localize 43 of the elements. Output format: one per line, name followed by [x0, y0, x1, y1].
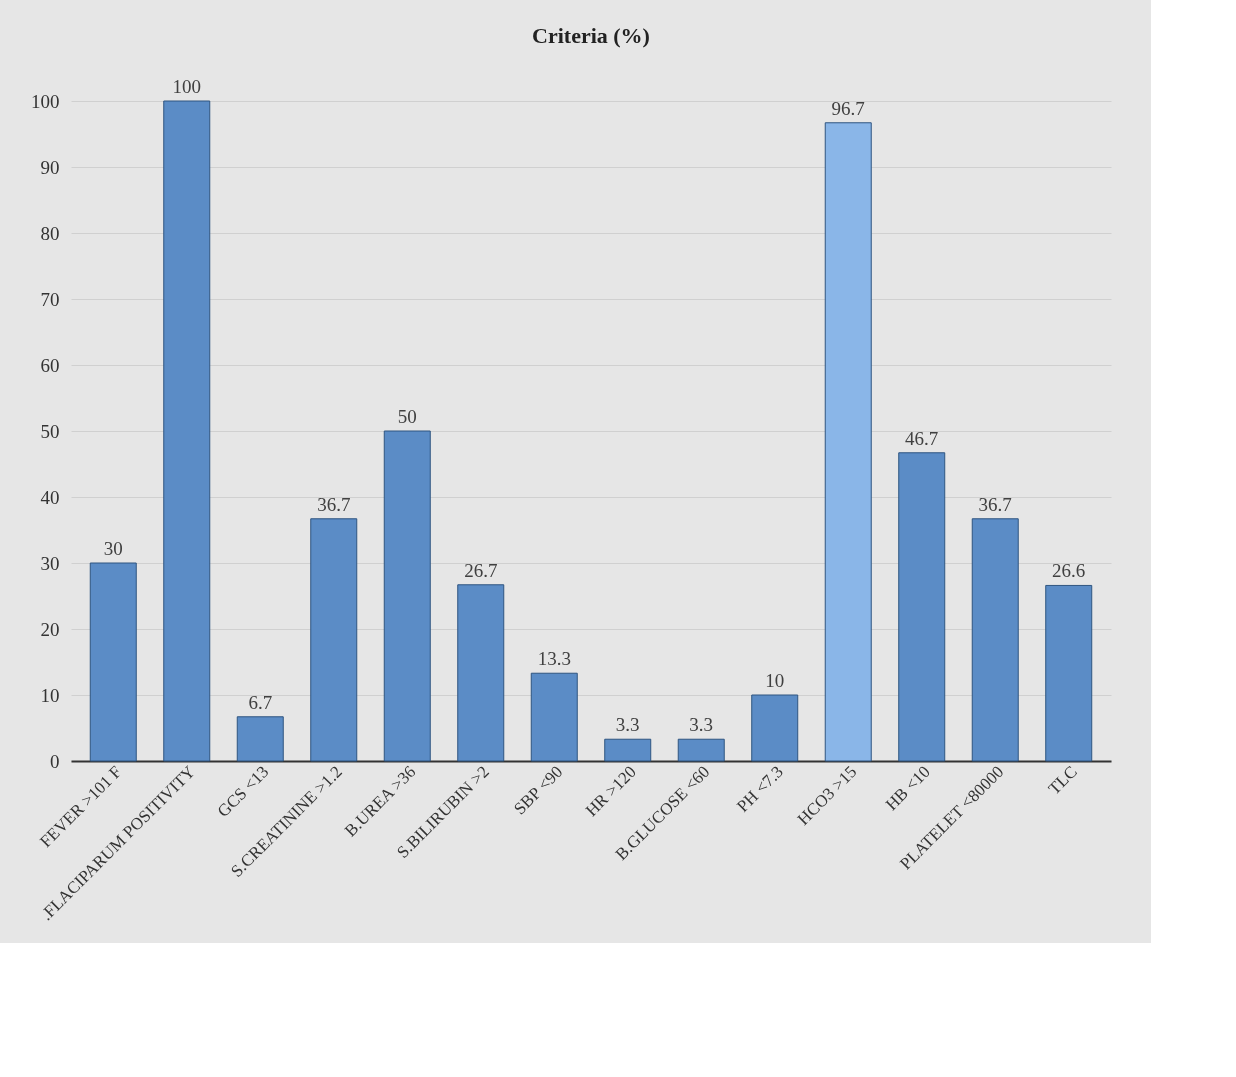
data-label: 10 — [765, 670, 785, 691]
y-tick-label: 100 — [31, 90, 60, 112]
data-label: 3.3 — [689, 714, 714, 736]
y-tick-label: 10 — [40, 684, 60, 706]
data-label: 30 — [103, 538, 123, 559]
bar — [604, 738, 652, 762]
bar — [236, 716, 284, 762]
data-label: 46.7 — [905, 427, 939, 449]
y-tick-label: 80 — [40, 222, 60, 244]
y-tick-label: 30 — [40, 552, 60, 574]
y-tick-label: 70 — [40, 288, 60, 310]
bar — [457, 584, 505, 762]
bar — [310, 518, 358, 762]
data-label: 6.7 — [248, 691, 273, 713]
chart-title: Criteria (%) — [532, 23, 650, 48]
data-label: 13.3 — [537, 648, 571, 670]
data-label: 26.6 — [1052, 560, 1086, 582]
data-label: 36.7 — [978, 493, 1012, 515]
data-label: 3.3 — [615, 714, 640, 736]
data-label: 96.7 — [831, 97, 865, 119]
bar — [677, 738, 725, 762]
bar — [1045, 584, 1093, 762]
y-tick-label: 0 — [50, 750, 60, 772]
data-label: 36.7 — [317, 493, 351, 515]
y-tick-label: 90 — [40, 156, 60, 178]
y-tick-label: 50 — [40, 420, 60, 442]
data-label: 26.7 — [464, 559, 498, 581]
bar — [824, 122, 872, 762]
bar — [751, 694, 799, 762]
y-tick-label: 60 — [40, 354, 60, 376]
y-tick-label: 40 — [40, 486, 60, 508]
bar — [163, 100, 211, 762]
bar — [89, 562, 137, 762]
data-label: 100 — [172, 76, 202, 97]
bar — [971, 518, 1019, 762]
bar — [530, 672, 578, 762]
bar — [383, 430, 431, 762]
x-tick-label: SBP <90 — [510, 762, 567, 819]
data-label: 50 — [397, 406, 417, 427]
bar — [898, 452, 946, 762]
x-tick-label: TLC — [1044, 762, 1081, 799]
x-tick-label: PH <7.3 — [733, 762, 787, 816]
y-tick-label: 20 — [40, 618, 60, 640]
